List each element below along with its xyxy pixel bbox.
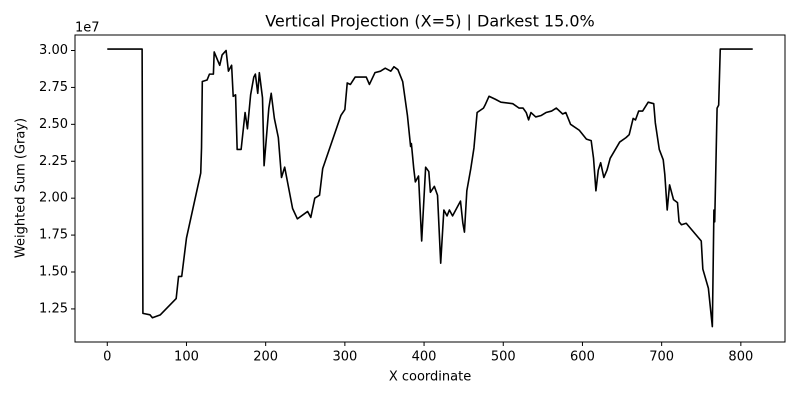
x-tick-label: 400	[412, 350, 437, 365]
x-tick-label: 700	[649, 350, 674, 365]
y-tick-label: 1.25	[39, 301, 68, 316]
y-tick-label: 2.25	[39, 154, 68, 169]
y-axis-label: Weighted Sum (Gray)	[14, 118, 29, 258]
y-tick-label: 2.50	[39, 117, 68, 132]
y-tick-label: 1.75	[39, 228, 68, 243]
x-tick-label: 300	[332, 350, 357, 365]
x-tick-label: 200	[253, 350, 278, 365]
x-tick-label: 800	[728, 350, 753, 365]
y-tick-label: 1.50	[39, 265, 68, 280]
plot-frame	[74, 34, 786, 343]
data-line	[107, 48, 753, 328]
x-axis-label: X coordinate	[389, 370, 471, 385]
y-tick-label: 2.75	[39, 80, 68, 95]
x-tick-label: 500	[491, 350, 516, 365]
x-tick-label: 600	[570, 350, 595, 365]
x-tick-label: 100	[174, 350, 199, 365]
chart-title: Vertical Projection (X=5) | Darkest 15.0…	[265, 12, 595, 31]
y-offset-label: 1e7	[75, 21, 100, 36]
y-tick-label: 2.00	[39, 191, 68, 206]
y-tick-label: 3.00	[39, 43, 68, 58]
x-tick-label: 0	[103, 350, 111, 365]
